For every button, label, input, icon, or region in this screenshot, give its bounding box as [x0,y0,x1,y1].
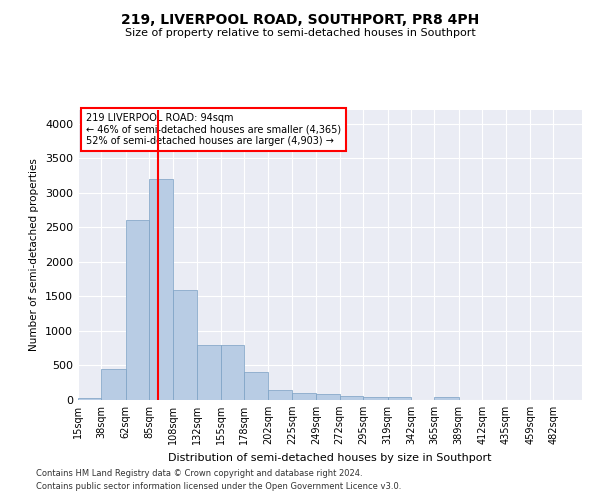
Bar [388,396,411,400]
Text: Size of property relative to semi-detached houses in Southport: Size of property relative to semi-detach… [125,28,475,38]
Bar [268,390,292,400]
Bar [197,345,221,400]
Bar [434,397,459,400]
Bar [221,345,244,400]
Bar [173,290,197,400]
Text: Contains public sector information licensed under the Open Government Licence v3: Contains public sector information licen… [36,482,401,491]
Bar [101,369,126,400]
Bar [244,372,268,400]
Text: 219 LIVERPOOL ROAD: 94sqm
← 46% of semi-detached houses are smaller (4,365)
52% : 219 LIVERPOOL ROAD: 94sqm ← 46% of semi-… [86,113,341,146]
Bar [363,396,388,400]
Text: 219, LIVERPOOL ROAD, SOUTHPORT, PR8 4PH: 219, LIVERPOOL ROAD, SOUTHPORT, PR8 4PH [121,12,479,26]
Bar [78,398,101,400]
Bar [340,396,363,400]
Text: Contains HM Land Registry data © Crown copyright and database right 2024.: Contains HM Land Registry data © Crown c… [36,468,362,477]
X-axis label: Distribution of semi-detached houses by size in Southport: Distribution of semi-detached houses by … [168,452,492,462]
Y-axis label: Number of semi-detached properties: Number of semi-detached properties [29,158,40,352]
Bar [149,179,173,400]
Bar [292,393,316,400]
Bar [316,394,340,400]
Bar [126,220,149,400]
